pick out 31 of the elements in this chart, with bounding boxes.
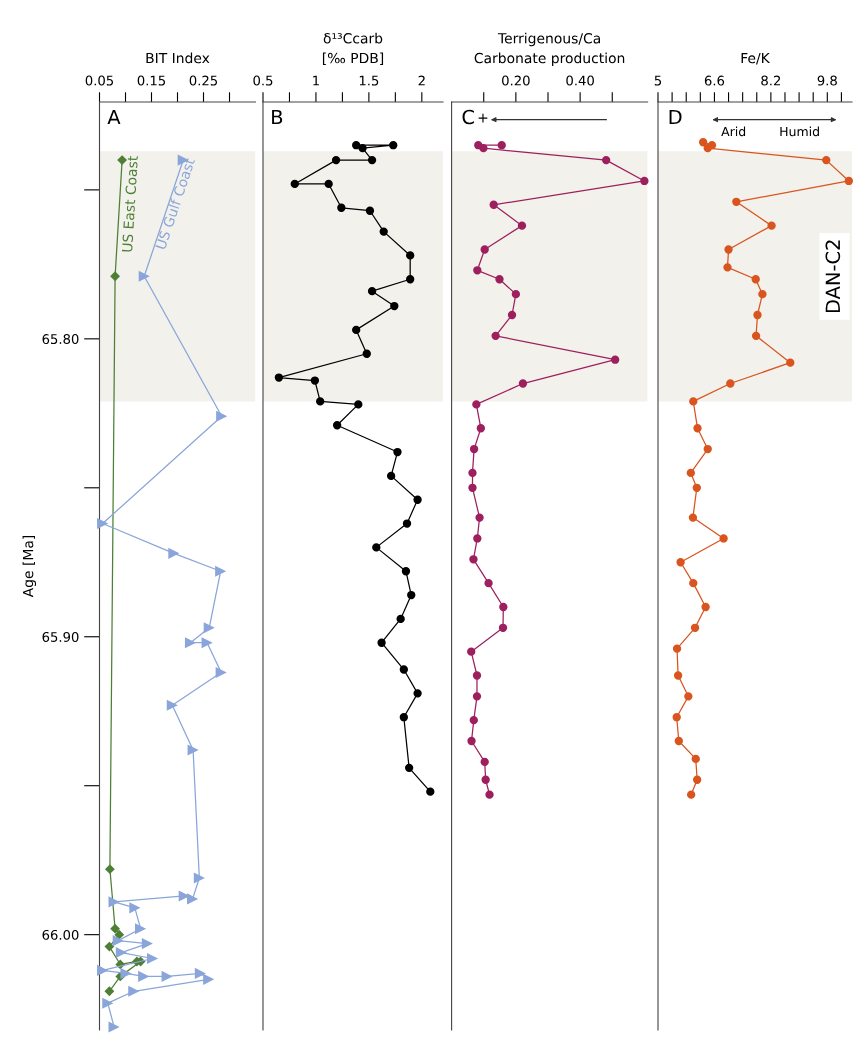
x-tick-label: 0.40 xyxy=(566,75,594,86)
x-tick-label: 0.25 xyxy=(189,75,218,86)
x-tick-label: 2 xyxy=(418,75,425,86)
x-tick-label: 1.5 xyxy=(359,75,379,86)
annotation: Arid xyxy=(721,126,746,137)
annotation: + xyxy=(478,113,488,123)
x-tick-label: 5 xyxy=(654,75,662,86)
x-tick-label: 0.5 xyxy=(253,75,273,86)
annotation: B xyxy=(272,109,283,125)
band-label: DAN-C2 xyxy=(825,240,841,313)
annotation: D xyxy=(669,109,682,125)
x-tick-label: 0.15 xyxy=(137,75,166,86)
chart-title: Fe/K xyxy=(741,52,771,65)
x-tick-label: 1 xyxy=(313,75,319,86)
annotation: A xyxy=(107,109,121,125)
y-axis-title: Age [Ma] xyxy=(22,535,37,598)
annotation: C xyxy=(462,109,474,125)
y-tick-label: 66.00 xyxy=(42,929,79,940)
x-tick-label: 0.05 xyxy=(85,75,114,86)
x-tick-label: 8.2 xyxy=(761,75,781,86)
y-tick-label: 65.80 xyxy=(42,334,79,345)
x-tick-label: 9.8 xyxy=(817,75,837,86)
text: US Gulf Coast xyxy=(155,157,196,250)
text: US East Coast xyxy=(121,155,139,252)
chart-title: BIT Index xyxy=(146,52,210,64)
y-tick-label: 65.90 xyxy=(42,631,79,642)
chart-title: Terrigenous/Ca Carbonate production xyxy=(474,32,625,66)
x-tick-label: 0.20 xyxy=(502,75,530,86)
x-tick-label: 6.6 xyxy=(704,75,725,86)
annotation: Humid xyxy=(780,126,819,137)
chart-title: δ¹³Ccarb [‰ PDB] xyxy=(322,32,384,65)
